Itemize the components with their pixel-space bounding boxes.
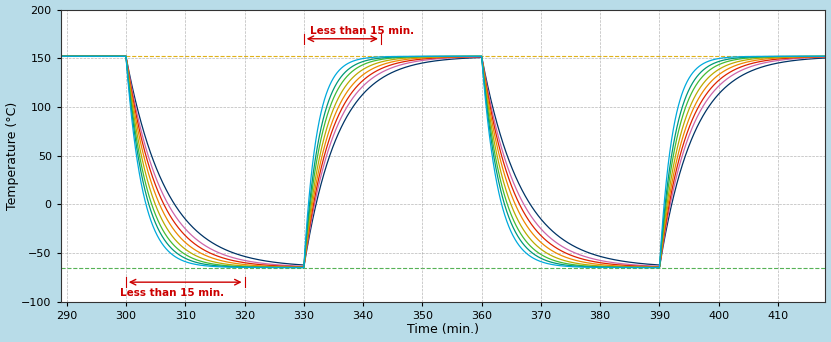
Text: Less than 15 min.: Less than 15 min. xyxy=(310,26,414,36)
X-axis label: Time (min.): Time (min.) xyxy=(407,324,479,337)
Text: Less than 15 min.: Less than 15 min. xyxy=(120,288,224,298)
Y-axis label: Temperature (°C): Temperature (°C) xyxy=(6,102,18,210)
